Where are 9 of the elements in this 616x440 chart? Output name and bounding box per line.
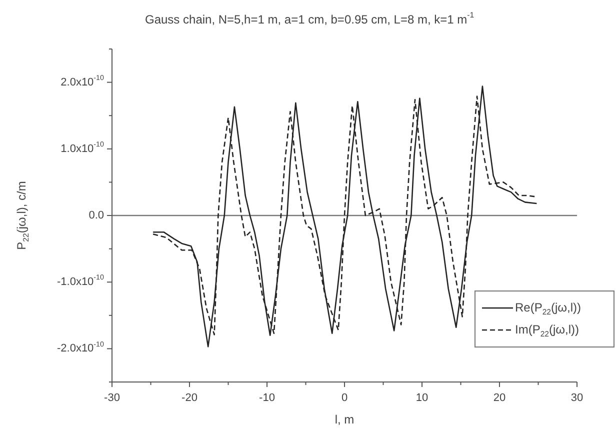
x-tick-label: 0 — [341, 392, 348, 404]
x-axis-title: l, m — [334, 412, 354, 426]
x-tick-label: 30 — [570, 392, 584, 404]
x-tick-label: -30 — [104, 392, 120, 404]
x-tick-label: 10 — [416, 392, 428, 404]
x-tick-label: -10 — [259, 392, 275, 404]
y-tick-label: 0.0 — [88, 210, 104, 222]
x-tick-label: -20 — [182, 392, 198, 404]
x-tick-label: 20 — [493, 392, 506, 404]
